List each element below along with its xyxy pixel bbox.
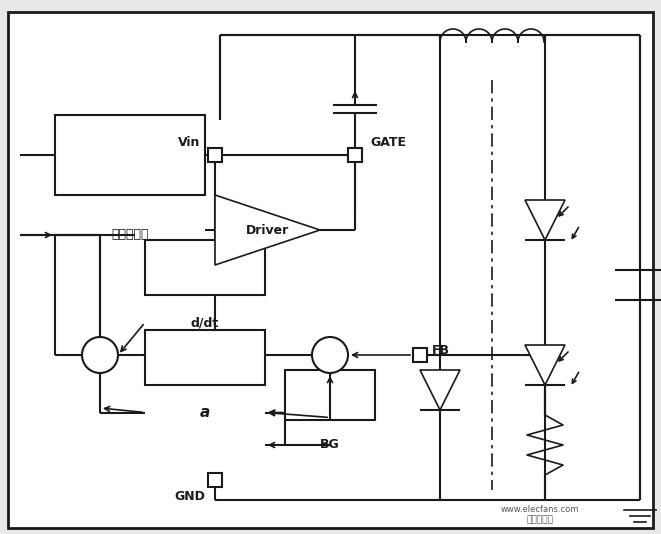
Circle shape bbox=[312, 337, 348, 373]
Bar bbox=[145, 330, 265, 385]
Bar bbox=[55, 115, 205, 195]
Text: GATE: GATE bbox=[370, 136, 406, 148]
Text: Vin: Vin bbox=[178, 136, 200, 148]
Bar bbox=[208, 148, 222, 162]
Bar bbox=[20, 90, 415, 490]
Polygon shape bbox=[525, 345, 565, 385]
Text: GND: GND bbox=[174, 491, 205, 504]
Bar bbox=[348, 148, 362, 162]
Bar bbox=[208, 473, 222, 487]
Text: d/dt: d/dt bbox=[191, 316, 219, 329]
Text: BG: BG bbox=[320, 438, 340, 452]
Text: FB: FB bbox=[432, 343, 450, 357]
Text: 新型调制器: 新型调制器 bbox=[111, 229, 149, 241]
Polygon shape bbox=[420, 370, 460, 410]
Text: 电子发烧友: 电子发烧友 bbox=[527, 515, 553, 524]
Text: www.elecfans.com: www.elecfans.com bbox=[501, 506, 579, 514]
Polygon shape bbox=[525, 200, 565, 240]
Bar bbox=[413, 348, 427, 362]
Text: a: a bbox=[200, 405, 210, 420]
Polygon shape bbox=[215, 195, 320, 265]
Bar bbox=[285, 370, 375, 420]
Bar bbox=[145, 240, 265, 295]
Circle shape bbox=[82, 337, 118, 373]
Text: Driver: Driver bbox=[246, 224, 289, 237]
